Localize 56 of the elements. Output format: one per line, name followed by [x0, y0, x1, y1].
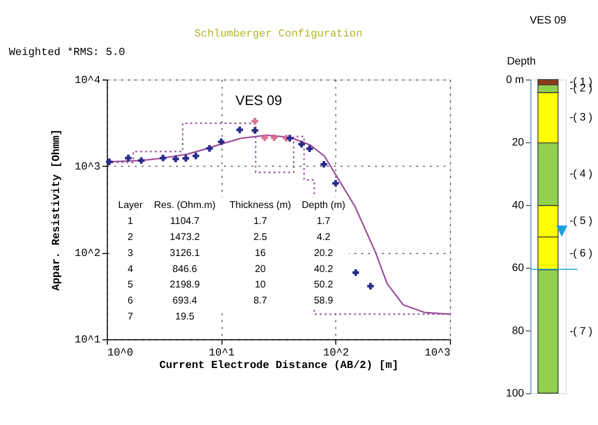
annotation: 19.5: [175, 312, 195, 323]
annotation: 40.2: [314, 264, 334, 275]
y-axis-title: Appar. Resistivity [Ohmm]: [50, 129, 63, 291]
annotation: 3126.1: [170, 248, 200, 259]
y-tick-label: 10^2: [74, 248, 100, 260]
annotation: 2198.9: [170, 280, 200, 291]
x-tick-label: 10^2: [323, 347, 350, 360]
annotation: 20.2: [314, 248, 334, 259]
annotation: 2: [128, 232, 134, 243]
series-label: -( 6 ): [570, 247, 592, 260]
annotation: 3: [128, 248, 134, 259]
annotation: 7: [128, 312, 134, 323]
y-tick-label: 60: [512, 262, 524, 274]
annotation: 4: [128, 264, 134, 275]
annotation: 8.7: [253, 296, 268, 307]
y-tick-label: 40: [512, 199, 524, 212]
y-axis-title: Depth: [507, 55, 536, 68]
series-label: -( 4 ): [570, 168, 592, 180]
y-tick-label: 20: [512, 136, 524, 149]
text: Weighted *RMS: 5.0: [8, 46, 126, 59]
annotation: 20: [254, 264, 266, 275]
y-tick-label: 100: [506, 388, 524, 400]
annotation: 16: [254, 248, 266, 259]
x-tick-label: 10^0: [107, 347, 134, 360]
annotation: 50.2: [314, 280, 334, 291]
series-label: -( 5 ): [570, 215, 592, 228]
annotation: Res. (Ohm.m): [154, 200, 216, 212]
y-tick-label: 80: [512, 324, 524, 337]
annotation: 1104.7: [170, 216, 200, 227]
annotation: Layer: [118, 200, 144, 212]
y-tick-label: 10^3: [74, 162, 100, 174]
y-tick-label: 0 m: [506, 74, 524, 86]
annotation: 5: [128, 280, 134, 291]
x-tick-label: 10^3: [424, 347, 450, 360]
annotation: 6: [128, 296, 134, 307]
y-tick-label: 10^4: [74, 74, 100, 87]
annotation: 693.4: [172, 296, 198, 307]
annotation: 1473.2: [170, 232, 200, 243]
chart-title: Schlumberger Configuration: [194, 28, 362, 40]
annotation: 1: [128, 216, 134, 227]
annotation: 58.9: [314, 296, 334, 307]
series-label: -( 7 ): [570, 326, 592, 338]
annotation: 846.6: [172, 264, 198, 275]
annotation: 10: [254, 280, 266, 291]
annotation: 2.5: [253, 232, 268, 243]
annotation: Depth (m): [302, 200, 346, 212]
annotation: VES 09: [236, 92, 282, 108]
annotation: Thickness (m): [230, 200, 292, 212]
x-tick-label: 10^1: [208, 347, 235, 360]
chart-title: VES 09: [530, 14, 566, 27]
y-tick-label: 10^1: [74, 334, 100, 347]
annotation: 1.7: [316, 216, 330, 227]
x-axis-title: Current Electrode Distance (AB/2) [m]: [159, 360, 398, 372]
annotation: 1.7: [253, 216, 268, 227]
annotation: 4.2: [316, 232, 330, 243]
series-label: -( 3 ): [570, 112, 592, 124]
